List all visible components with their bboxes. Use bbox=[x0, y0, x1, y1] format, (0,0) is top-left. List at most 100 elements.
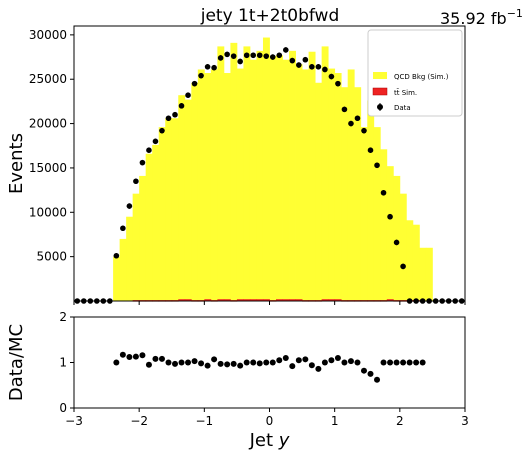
data-point bbox=[302, 56, 309, 63]
y-tick-label: 5000 bbox=[36, 250, 67, 264]
data-point bbox=[211, 64, 217, 71]
data-point bbox=[322, 66, 328, 73]
qcd-bar bbox=[367, 100, 375, 301]
qcd-bar bbox=[321, 46, 329, 301]
main-y-axis-ticks: 5000 10000 15000 20000 25000 30000 bbox=[29, 28, 74, 264]
qcd-bar bbox=[393, 175, 401, 301]
ratio-point bbox=[145, 361, 152, 368]
data-point bbox=[126, 203, 133, 209]
x-axis-label: Jet y bbox=[249, 430, 290, 451]
x-tick-label: −1 bbox=[195, 414, 213, 428]
y-tick-label: 20000 bbox=[29, 117, 67, 131]
ratio-plot-panel: 0 1 2 −3 −2 −1 0 1 2 3 Data/MC Jet y bbox=[6, 310, 469, 451]
qcd-bar bbox=[204, 73, 212, 301]
qcd-bar bbox=[419, 247, 427, 301]
data-point bbox=[159, 127, 165, 134]
ratio-point bbox=[269, 359, 276, 366]
ratio-point bbox=[393, 359, 400, 366]
qcd-bar bbox=[289, 50, 296, 301]
legend-marker-data bbox=[377, 104, 383, 110]
ratio-point bbox=[321, 359, 328, 366]
qcd-bar bbox=[347, 69, 355, 301]
data-point bbox=[191, 80, 198, 87]
data-point bbox=[198, 72, 204, 79]
ratio-point bbox=[119, 351, 126, 358]
ttbar-bar bbox=[276, 299, 283, 301]
luminosity-label: 35.92 fb−1 bbox=[440, 7, 523, 28]
data-point bbox=[393, 239, 400, 246]
data-point bbox=[178, 103, 185, 109]
data-point bbox=[146, 147, 152, 153]
ratio-point bbox=[406, 359, 413, 366]
ratio-point bbox=[334, 354, 341, 361]
qcd-bar bbox=[269, 56, 277, 302]
x-tick-label: −3 bbox=[65, 414, 83, 428]
ttbar-bar bbox=[204, 299, 212, 301]
ttbar-bar bbox=[321, 299, 329, 301]
qcd-bar bbox=[230, 42, 238, 302]
qcd-bar bbox=[145, 153, 153, 301]
legend-label-qcd: QCD Bkg (Sim.) bbox=[394, 73, 449, 81]
ratio-point bbox=[295, 357, 302, 364]
ratio-point bbox=[400, 359, 407, 366]
qcd-bar bbox=[152, 144, 160, 301]
qcd-bar bbox=[334, 73, 342, 301]
data-point bbox=[133, 178, 139, 185]
luminosity-value: 35.92 fb bbox=[440, 9, 507, 28]
data-point bbox=[152, 138, 159, 145]
qcd-bar bbox=[119, 238, 127, 301]
data-point bbox=[276, 52, 283, 59]
data-point bbox=[172, 111, 178, 118]
data-point bbox=[185, 92, 191, 98]
qcd-bar bbox=[360, 127, 368, 302]
ratio-point bbox=[172, 360, 179, 367]
data-point bbox=[120, 225, 126, 232]
qcd-bar bbox=[126, 216, 134, 301]
ratio-point bbox=[158, 355, 165, 362]
qcd-bar bbox=[302, 69, 309, 301]
ratio-plot-frame bbox=[73, 316, 466, 409]
ratio-y-tick-label: 1 bbox=[59, 356, 67, 370]
qcd-bar bbox=[308, 51, 316, 302]
ratio-point bbox=[308, 362, 315, 369]
ratio-point bbox=[380, 359, 387, 366]
ratio-point bbox=[419, 359, 426, 366]
data-point bbox=[335, 80, 341, 87]
data-point bbox=[380, 189, 387, 196]
qcd-bar bbox=[256, 50, 264, 301]
ratio-point bbox=[289, 363, 296, 370]
ttbar-bar bbox=[256, 299, 264, 301]
ttbar-bar bbox=[184, 299, 192, 301]
qcd-bar bbox=[295, 64, 303, 301]
ratio-point bbox=[256, 360, 263, 367]
qcd-bar bbox=[158, 127, 166, 302]
x-tick-label: 1 bbox=[331, 414, 339, 428]
qcd-bar bbox=[191, 82, 199, 301]
ttbar-bar bbox=[386, 299, 394, 301]
qcd-bar bbox=[165, 118, 173, 302]
ratio-point bbox=[276, 357, 283, 364]
qcd-bar bbox=[243, 46, 251, 301]
data-point bbox=[282, 47, 289, 53]
x-axis-label-variable: y bbox=[278, 430, 290, 451]
ttbar-bar bbox=[295, 299, 303, 301]
ratio-point bbox=[224, 361, 231, 368]
qcd-bar bbox=[328, 68, 336, 301]
y-axis-label: Events bbox=[6, 133, 27, 194]
data-point bbox=[367, 147, 374, 153]
qcd-bar bbox=[315, 82, 323, 301]
ratio-point bbox=[282, 354, 289, 361]
ratio-point bbox=[185, 359, 192, 366]
data-point bbox=[269, 54, 276, 60]
data-point bbox=[165, 115, 172, 122]
y-tick-label: 10000 bbox=[29, 205, 67, 219]
legend-swatch-qcd bbox=[373, 72, 387, 79]
ratio-point bbox=[387, 359, 394, 366]
data-point bbox=[348, 120, 354, 127]
qcd-bar bbox=[262, 37, 270, 301]
qcd-bar bbox=[113, 256, 121, 301]
ttbar-bar bbox=[328, 299, 336, 301]
ttbar-bar bbox=[243, 299, 251, 301]
ratio-y-axis-ticks: 0 1 2 bbox=[59, 310, 74, 415]
